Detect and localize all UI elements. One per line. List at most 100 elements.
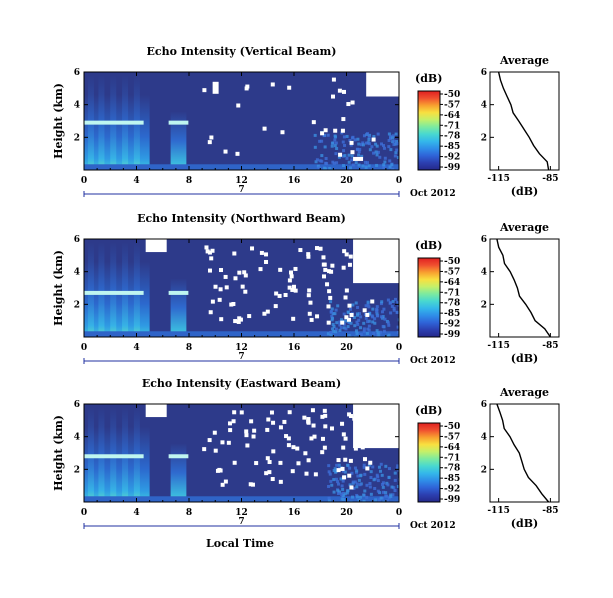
- echo-cluster-cell: [329, 479, 333, 483]
- colorbar-label: (dB): [415, 72, 442, 85]
- echo-cluster-cell: [339, 477, 343, 481]
- missing-data-cell: [291, 445, 296, 450]
- missing-data-cell: [232, 410, 237, 415]
- echo-cluster-cell: [356, 495, 360, 499]
- missing-data-cell: [243, 273, 248, 278]
- echo-cluster-cell: [397, 303, 399, 307]
- echo-cluster-cell: [396, 155, 399, 159]
- echo-cluster-cell: [357, 153, 361, 157]
- missing-data-cell: [347, 473, 352, 478]
- echo-cluster-cell: [346, 489, 350, 493]
- missing-data-cell: [243, 289, 248, 294]
- panel-title: Echo Intensity (Eastward Beam): [142, 377, 341, 390]
- missing-data-cell: [303, 451, 308, 456]
- echo-cluster-cell: [382, 163, 386, 167]
- missing-data-cell: [237, 270, 242, 275]
- colorbar-tick-label: -78: [444, 132, 460, 142]
- missing-data-cell: [368, 460, 373, 465]
- echo-cluster-cell: [351, 303, 355, 307]
- missing-data-cell: [245, 84, 250, 89]
- average-y-tick-label: 2: [481, 465, 487, 475]
- echo-cluster-cell: [363, 472, 367, 476]
- echo-cluster-cell: [354, 301, 358, 305]
- echo-cluster-cell: [378, 499, 382, 502]
- day-label: 7: [238, 517, 244, 527]
- x-tick-label: 0: [396, 343, 402, 353]
- echo-cluster-cell: [353, 466, 357, 470]
- missing-data-cell: [270, 477, 275, 482]
- echo-cluster-cell: [359, 326, 363, 330]
- x-tick-label: 12: [235, 176, 248, 186]
- echo-cluster-cell: [393, 297, 397, 301]
- echo-cluster-cell: [347, 335, 351, 337]
- echo-cluster-cell: [326, 133, 330, 137]
- echo-cluster-cell: [376, 475, 380, 479]
- missing-data-cell: [341, 432, 346, 437]
- echo-cluster-cell: [363, 489, 367, 493]
- missing-data-cell: [274, 291, 279, 296]
- missing-data-cell: [295, 446, 300, 451]
- missing-data-cell: [278, 425, 283, 430]
- echo-cluster-cell: [348, 466, 352, 470]
- echo-cluster-cell: [329, 300, 333, 304]
- echo-cluster-cell: [334, 477, 338, 481]
- echo-cluster-cell: [387, 132, 391, 136]
- x-tick-label: 12: [235, 508, 248, 518]
- echo-cluster-cell: [368, 312, 372, 316]
- echo-cluster-cell: [372, 332, 376, 336]
- colorbar-tick-label: -92: [444, 320, 460, 330]
- echo-cluster-cell: [339, 492, 343, 496]
- echo-cluster-cell: [348, 483, 352, 487]
- echo-cluster-cell: [390, 163, 394, 167]
- echo-cluster-cell: [372, 478, 376, 482]
- missing-data-cell: [353, 446, 358, 451]
- echo-cluster-cell: [334, 470, 338, 474]
- echo-cluster-cell: [396, 302, 399, 306]
- missing-data-cell: [323, 128, 328, 133]
- echo-cluster-cell: [381, 485, 385, 489]
- echo-cluster-cell: [379, 462, 383, 466]
- echo-cluster-cell: [391, 136, 395, 140]
- echo-cluster-cell: [352, 315, 356, 319]
- missing-data-cell: [283, 293, 288, 298]
- y-axis-label: Height (km): [52, 250, 65, 326]
- echo-cluster-cell: [334, 330, 338, 334]
- echo-cluster-cell: [373, 317, 377, 321]
- echo-cluster-cell: [358, 474, 362, 478]
- average-y-tick-label: 2: [481, 133, 487, 143]
- echo-cluster-cell: [395, 140, 399, 144]
- echo-cluster-cell: [395, 142, 399, 146]
- missing-data-cell: [213, 284, 218, 289]
- colorbar-tick-label: -71: [444, 121, 460, 131]
- missing-data-cell: [244, 429, 249, 434]
- echo-cluster-cell: [361, 141, 365, 145]
- missing-data-cell: [320, 414, 325, 419]
- x-tick-label: 4: [133, 508, 139, 518]
- missing-data-cell: [236, 103, 241, 108]
- echo-cluster-cell: [392, 486, 396, 490]
- average-title: Average: [499, 221, 549, 234]
- echo-cluster-cell: [374, 142, 378, 146]
- echo-cluster-cell: [369, 492, 373, 496]
- missing-data-cell: [235, 151, 240, 156]
- echo-cluster-cell: [390, 304, 394, 308]
- missing-data-cell: [306, 254, 311, 259]
- echo-cluster-cell: [356, 322, 360, 326]
- echo-cluster-cell: [350, 471, 354, 475]
- echo-cluster-cell: [378, 155, 382, 159]
- panel-title: Echo Intensity (Vertical Beam): [146, 45, 336, 58]
- missing-data-cell: [343, 436, 348, 441]
- missing-data-cell: [244, 433, 249, 438]
- missing-data-cell: [362, 457, 367, 462]
- colorbar-tick-label: -92: [444, 485, 460, 495]
- echo-cluster-cell: [379, 315, 383, 319]
- echo-cluster-cell: [362, 329, 366, 333]
- missing-data-cell: [207, 250, 212, 255]
- missing-data-cell: [370, 273, 375, 278]
- y-axis-label: Height (km): [52, 83, 65, 159]
- echo-cluster-cell: [387, 323, 391, 327]
- missing-data-cell: [322, 262, 327, 267]
- x-tick-label: 4: [133, 343, 139, 353]
- echo-cluster-cell: [376, 150, 380, 154]
- echo-cluster-cell: [358, 312, 362, 316]
